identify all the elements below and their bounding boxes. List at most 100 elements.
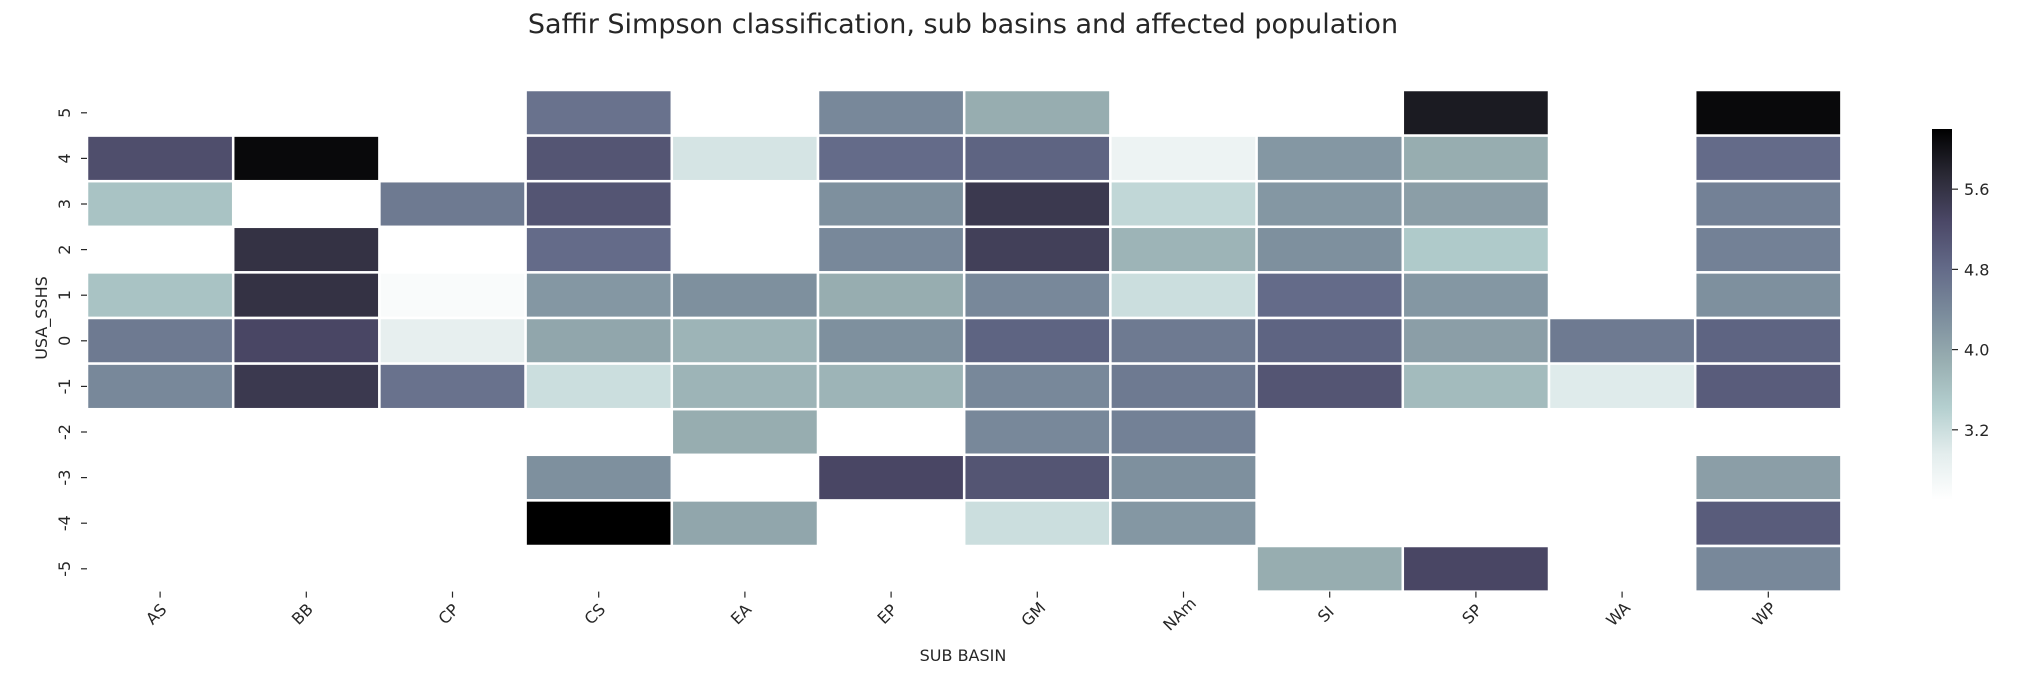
heatmap-cell-SI-3 [1255, 179, 1405, 229]
heatmap-cell-GM--1 [962, 362, 1112, 411]
x-tick-label: BB [288, 600, 317, 629]
x-tick-label: SI [1314, 602, 1338, 626]
heatmap-cell-BB-0 [231, 316, 381, 365]
heatmap-cell-SI--1 [1255, 362, 1405, 411]
heatmap-cell-AS-4 [85, 134, 235, 183]
x-tick-label: GM [1017, 598, 1049, 630]
heatmap-cell-NAm-0 [1109, 316, 1258, 365]
heatmap-cell-SI--5 [1255, 544, 1405, 593]
heatmap-cell-WP-1 [1693, 271, 1843, 320]
heatmap-cell-EA--4 [670, 499, 820, 548]
heatmap-cell-CP-3 [378, 179, 527, 229]
heatmap-cell-WP-0 [1693, 316, 1843, 365]
heatmap-cell-WP--4 [1693, 499, 1843, 548]
heatmap-cell-EP--1 [816, 362, 966, 411]
heatmap-cell-NAm--4 [1109, 499, 1258, 548]
heatmap-cell-CS-5 [524, 88, 674, 137]
heatmap-cell-GM-1 [962, 271, 1112, 320]
y-tick-label: 2 [55, 245, 74, 255]
heatmap-cell-EP-0 [816, 316, 966, 365]
heatmap-cell-WP-5 [1693, 88, 1843, 137]
heatmap-cell-CS--4 [524, 499, 674, 548]
heatmap-cell-BB--1 [231, 362, 381, 411]
heatmap-cell-SP-3 [1401, 179, 1551, 229]
chart-title: Saffir Simpson classification, sub basin… [528, 9, 1398, 40]
heatmap-cell-GM-3 [962, 179, 1112, 229]
heatmap-cell-EP-5 [816, 88, 966, 137]
x-tick-label: WA [1602, 598, 1634, 630]
heatmap-cell-CS-0 [524, 316, 674, 365]
heatmap-cell-EA-4 [670, 134, 820, 183]
y-tick-label: 3 [55, 199, 74, 209]
heatmap-cell-WP--1 [1693, 362, 1843, 411]
heatmap-cell-CS-2 [524, 225, 674, 274]
heatmap-cell-CP--1 [378, 362, 527, 411]
heatmap-cell-NAm-4 [1109, 134, 1258, 183]
heatmap-cell-CS-1 [524, 271, 674, 320]
x-axis-label: SUB BASIN [920, 646, 1007, 665]
heatmap-cell-NAm--1 [1109, 362, 1258, 411]
y-axis-label: USA_SSHS [32, 276, 52, 360]
heatmap-cell-NAm--2 [1109, 407, 1258, 457]
y-tick-label: 0 [55, 336, 74, 346]
heatmap-cell-WP-3 [1693, 179, 1843, 229]
heatmap-cell-CP-0 [378, 316, 527, 365]
heatmap-cell-AS-1 [85, 271, 235, 320]
heatmap-cell-WP-2 [1693, 225, 1843, 274]
heatmap-cell-EP-2 [816, 225, 966, 274]
heatmap-cell-GM--2 [962, 407, 1112, 457]
colorbar [1932, 129, 1952, 500]
y-tick-label: -1 [55, 378, 74, 394]
colorbar-ticks: 3.2 4.0 4.8 5.6 [1952, 180, 1989, 440]
heatmap-cell-WP-4 [1693, 134, 1843, 183]
heatmap-cell-GM-2 [962, 225, 1112, 274]
heatmap-cell-SI-2 [1255, 225, 1405, 274]
y-tick-label: 5 [55, 108, 74, 118]
heatmap-cell-WP--5 [1693, 544, 1843, 593]
heatmap-cell-EP-1 [816, 271, 966, 320]
y-tick-label: -4 [55, 515, 74, 531]
heatmap-cell-GM-5 [962, 88, 1112, 137]
heatmap-cell-CS--3 [524, 453, 674, 502]
heatmap-cell-SP-4 [1401, 134, 1551, 183]
heatmap-cell-WA--1 [1547, 362, 1697, 411]
y-tick-label: 1 [55, 290, 74, 300]
x-tick-label: NAm [1159, 594, 1200, 635]
heatmap-cell-NAm--3 [1109, 453, 1258, 502]
heatmap-cell-CS-4 [524, 134, 674, 183]
x-tick-label: CP [435, 600, 463, 628]
heatmap-cell-NAm-1 [1109, 271, 1258, 320]
heatmap-cell-SP--1 [1401, 362, 1551, 411]
x-tick-label: EA [727, 600, 755, 628]
heatmap-cell-WP--3 [1693, 453, 1843, 502]
heatmap-cell-SI-1 [1255, 271, 1405, 320]
heatmap-cell-EP-3 [816, 179, 966, 229]
heatmap-cell-CP-1 [378, 271, 527, 320]
x-tick-label: SP [1458, 600, 1486, 628]
heatmap-cell-EA-0 [670, 316, 820, 365]
heatmap-cell-GM-4 [962, 134, 1112, 183]
heatmap-cell-GM--4 [962, 499, 1112, 548]
colorbar-tick-label: 3.2 [1964, 421, 1989, 440]
y-tick-label: -2 [55, 424, 74, 440]
x-tick-label: AS [142, 600, 170, 628]
y-tick-label: -5 [55, 561, 74, 577]
heatmap-cell-SP-1 [1401, 271, 1551, 320]
heatmap-cell-SP--5 [1401, 544, 1551, 593]
x-tick-label: CS [581, 600, 610, 629]
heatmap-cell-SP-5 [1401, 88, 1551, 137]
heatmap-cell-CS-3 [524, 179, 674, 229]
heatmap-cell-SI-0 [1255, 316, 1405, 365]
heatmap-cell-BB-1 [231, 271, 381, 320]
heatmap-cell-SP-0 [1401, 316, 1551, 365]
heatmap-cell-CS--1 [524, 362, 674, 411]
heatmap-cell-EA-1 [670, 271, 820, 320]
heatmap-cell-GM-0 [962, 316, 1112, 365]
heatmap-cell-SP-2 [1401, 225, 1551, 274]
heatmap-cell-BB-2 [231, 225, 381, 274]
heatmap-cell-AS-3 [85, 179, 235, 229]
y-tick-label: 4 [55, 153, 74, 163]
x-tick-label: EP [874, 600, 902, 628]
colorbar-tick-label: 4.8 [1964, 260, 1989, 279]
